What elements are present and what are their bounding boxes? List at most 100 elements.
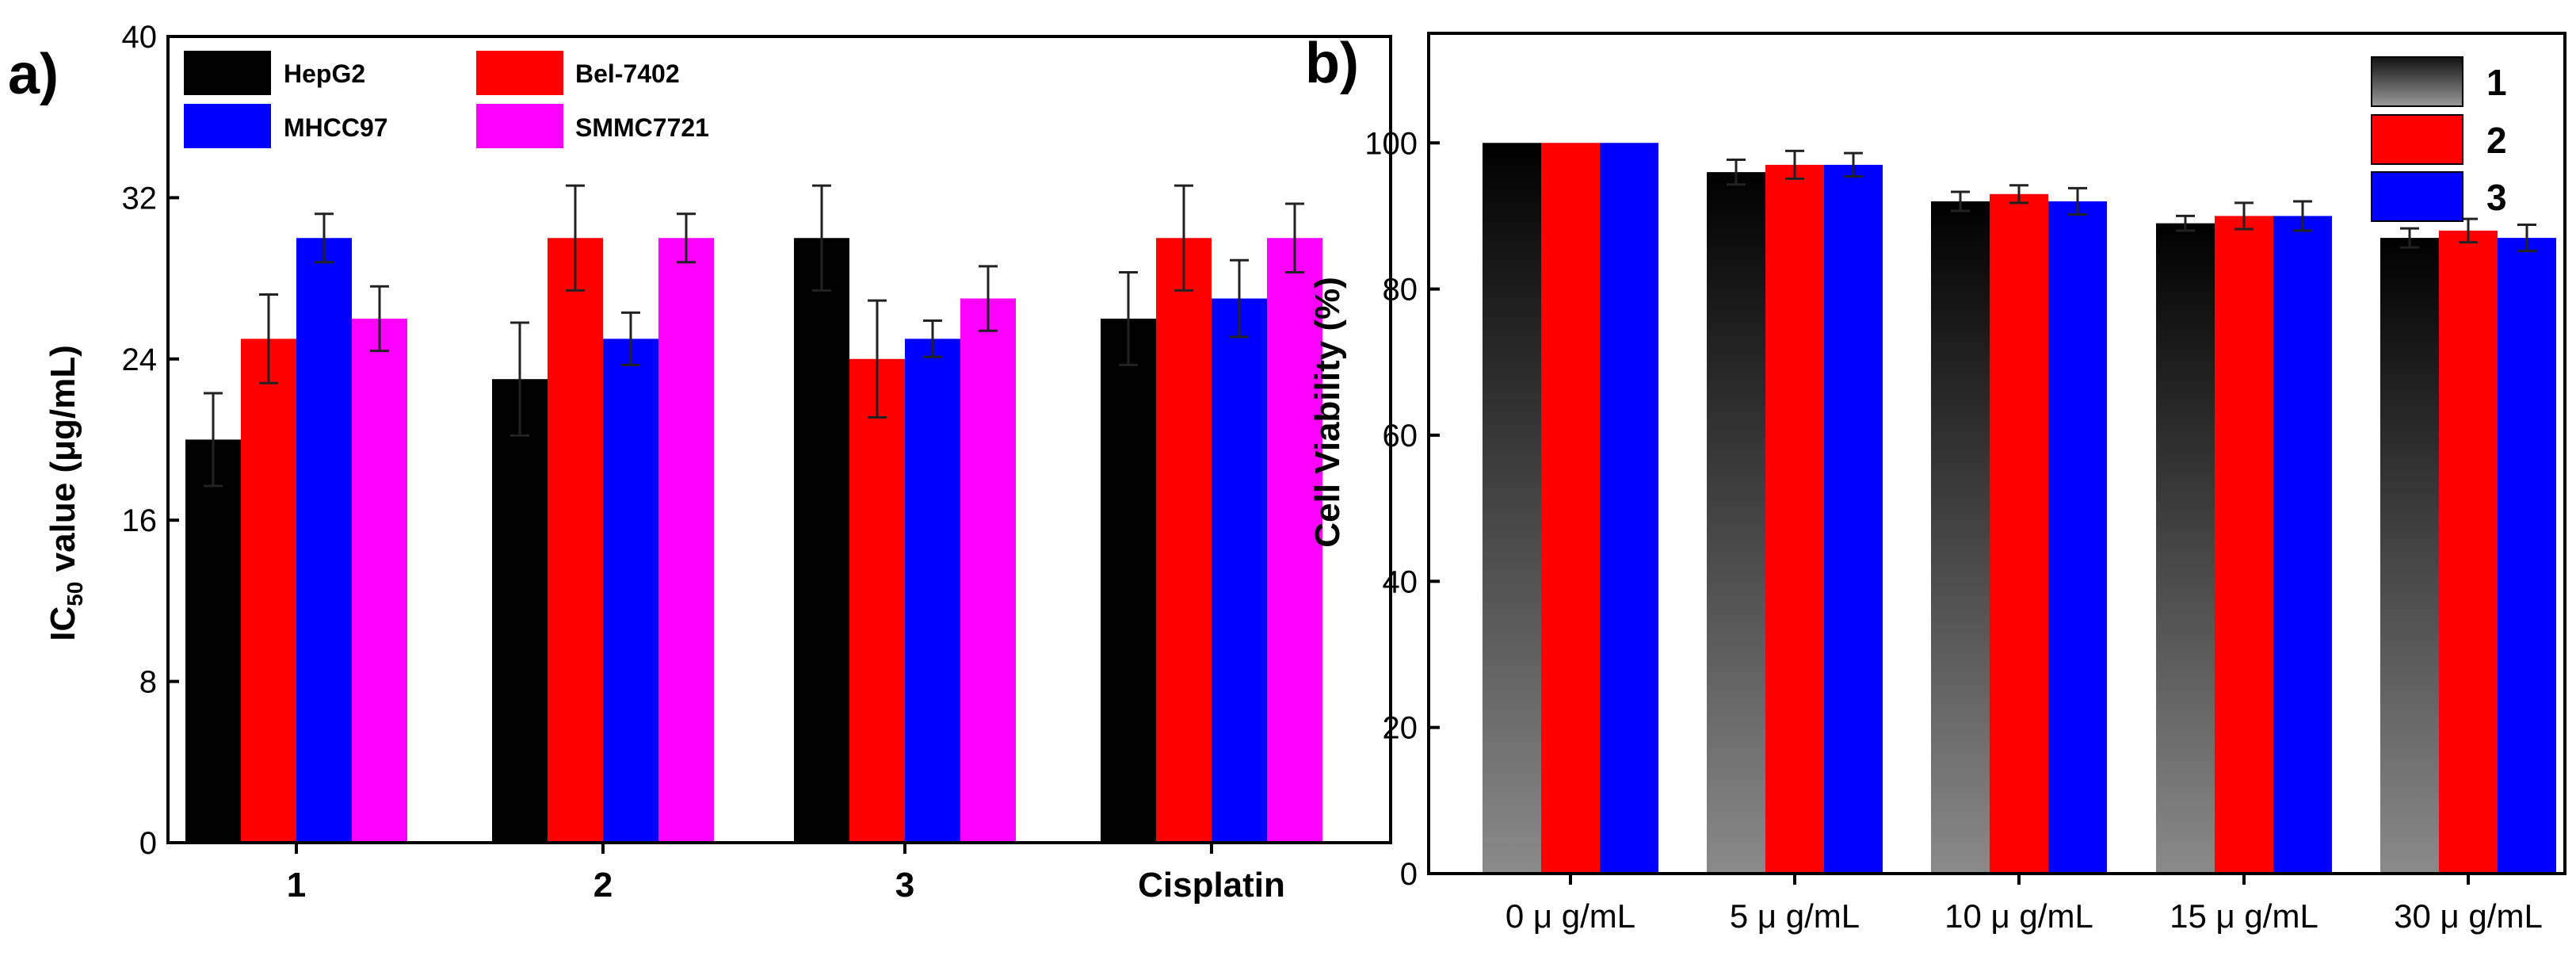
panel-a-y-tick-label: 16 [122, 503, 158, 538]
bar-mhcc97-1 [296, 238, 352, 843]
panel-b-y-axis-label: Cell Viability (%) [1308, 277, 1347, 548]
legend-swatch-hepg2 [184, 51, 271, 95]
bar-series-1-15-g-ml [2156, 223, 2215, 874]
legend-swatch-3 [2371, 171, 2463, 222]
error-bar-series-1-5-g-ml [1727, 158, 1746, 186]
panel-a-legend: HepG2 Bel-7402 MHCC97 SMMC7721 [184, 51, 709, 148]
error-bar-bel-7402-cisplatin [1174, 184, 1193, 292]
error-bar-hepg2-1 [204, 392, 223, 488]
panel-b-x-tick-label: 5 μ g/mL [1730, 897, 1860, 935]
bar-series-2-0-g-ml [1541, 143, 1600, 874]
panel-a-plot-frame [166, 35, 1392, 844]
error-bar-series-2-5-g-ml [1785, 149, 1804, 180]
error-bar-smmc7721-1 [370, 285, 389, 353]
error-bar-series-1-10-g-ml [1951, 190, 1970, 212]
error-bar-mhcc97-3 [923, 319, 942, 358]
legend-label-2: 2 [2486, 120, 2507, 161]
bar-smmc7721-cisplatin [1267, 238, 1322, 843]
error-bar-bel-7402-1 [259, 293, 278, 384]
error-bar-hepg2-cisplatin [1119, 270, 1138, 366]
panel-b-legend: 1 2 3 [2371, 56, 2507, 222]
bar-series-1-5-g-ml [1707, 172, 1765, 874]
legend-label-3: 3 [2486, 177, 2507, 218]
error-bar-mhcc97-cisplatin [1230, 258, 1249, 338]
panel-b-x-tick-label: 10 μ g/mL [1944, 897, 2093, 935]
error-bar-bel-7402-3 [868, 299, 887, 419]
error-bar-hepg2-2 [510, 321, 529, 437]
error-bar-series-2-10-g-ml [2009, 184, 2028, 205]
error-bar-series-3-5-g-ml [1844, 151, 1863, 178]
panel-b-x-tick-label: 0 μ g/mL [1506, 897, 1635, 935]
legend-label-smmc7721: SMMC7721 [575, 113, 709, 142]
bar-bel-7402-cisplatin [1156, 238, 1212, 843]
bar-hepg2-1 [185, 439, 241, 843]
bar-series-3-30-g-ml [2498, 238, 2556, 874]
bar-smmc7721-2 [658, 238, 714, 843]
error-bar-series-3-15-g-ml [2293, 200, 2312, 232]
panel-b-y-tick-label: 100 [1364, 126, 1418, 161]
panel-a-y-tick-label: 0 [139, 826, 157, 861]
error-bar-series-3-30-g-ml [2517, 223, 2536, 253]
panel-b-y-tick-label: 60 [1383, 419, 1418, 453]
bar-mhcc97-3 [905, 338, 960, 843]
bar-series-3-15-g-ml [2273, 216, 2332, 874]
bar-series-2-15-g-ml [2215, 216, 2273, 874]
panel-a-y-axis-label: IC50 value (μg/mL) [44, 345, 87, 641]
legend-label-1: 1 [2486, 62, 2507, 103]
bar-series-2-5-g-ml [1765, 164, 1824, 874]
legend-swatch-1 [2371, 56, 2463, 107]
error-bar-series-3-10-g-ml [2068, 186, 2087, 216]
bar-smmc7721-1 [352, 318, 407, 843]
panel-a-y-tick-label: 32 [122, 181, 158, 216]
bar-bel-7402-1 [241, 338, 296, 843]
panel-a-x-tick-label: 2 [593, 866, 613, 905]
panel-b-y-tick-label: 40 [1383, 564, 1418, 599]
panel-b-x-tick-label: 15 μ g/mL [2170, 897, 2318, 935]
panel-a-y-tick-label: 8 [139, 665, 157, 700]
bar-hepg2-cisplatin [1101, 318, 1156, 843]
bar-series-1-0-g-ml [1483, 143, 1541, 874]
panel-a-x-tick-label: Cisplatin [1138, 866, 1285, 905]
legend-swatch-2 [2371, 114, 2463, 165]
panel-a-label: a) [8, 43, 59, 106]
legend-label-hepg2: HepG2 [284, 59, 365, 88]
bar-series-3-0-g-ml [1600, 143, 1658, 874]
panel-b-y-tick-label: 20 [1383, 711, 1418, 746]
error-bar-smmc7721-3 [979, 265, 998, 332]
panel-a-x-tick-label: 3 [895, 866, 914, 905]
legend-swatch-smmc7721 [476, 104, 563, 148]
bar-hepg2-2 [492, 379, 548, 843]
bar-series-2-30-g-ml [2439, 230, 2498, 874]
bar-mhcc97-cisplatin [1212, 298, 1267, 843]
bar-mhcc97-2 [603, 338, 658, 843]
chart-panel-a: a) IC50 value (μg/mL) 0 8 16 24 32 40 1 2 3 Cisp… [8, 20, 1392, 905]
panel-b-x-tick-label: 30 μ g/mL [2394, 897, 2543, 935]
bar-bel-7402-3 [849, 358, 905, 843]
bar-series-2-10-g-ml [1990, 193, 2048, 874]
bar-bel-7402-2 [548, 238, 603, 843]
bar-series-1-10-g-ml [1931, 201, 1990, 874]
chart-panel-b: b) Cell Viability (%) 0 20 40 60 80 100 0 μ g… [1305, 32, 2566, 935]
error-bar-smmc7721-2 [677, 212, 696, 264]
error-bar-series-1-30-g-ml [2400, 227, 2419, 249]
legend-swatch-mhcc97 [184, 104, 271, 148]
legend-label-bel7402: Bel-7402 [575, 59, 680, 88]
bar-smmc7721-3 [960, 298, 1016, 843]
panel-a-y-tick-label: 24 [122, 342, 158, 377]
error-bar-series-1-15-g-ml [2176, 214, 2195, 232]
legend-swatch-bel7402 [476, 51, 563, 95]
panel-b-y-tick-label: 80 [1383, 273, 1418, 308]
error-bar-mhcc97-1 [315, 212, 334, 264]
bar-series-1-30-g-ml [2380, 238, 2439, 874]
panel-b-label: b) [1305, 32, 1359, 95]
error-bar-series-2-15-g-ml [2234, 201, 2254, 231]
bar-hepg2-3 [794, 238, 849, 843]
panel-a-y-tick-label: 40 [122, 20, 158, 55]
bar-series-3-5-g-ml [1824, 164, 1883, 874]
bar-series-3-10-g-ml [2048, 201, 2107, 874]
error-bar-smmc7721-cisplatin [1285, 202, 1304, 273]
error-bar-hepg2-3 [812, 184, 831, 292]
panel-a-x-tick-label: 1 [287, 866, 306, 905]
legend-label-mhcc97: MHCC97 [284, 113, 388, 142]
